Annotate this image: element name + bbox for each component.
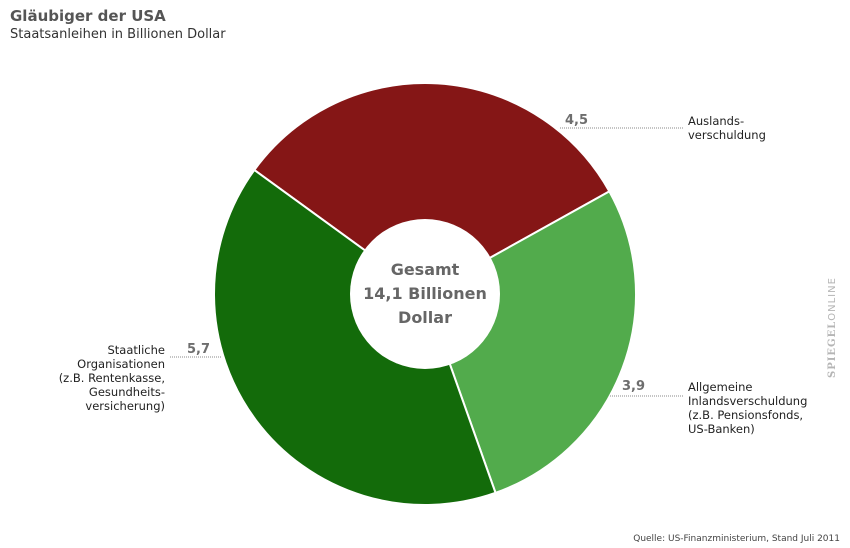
donut-center-total: Gesamt 14,1 Billionen Dollar [345, 258, 505, 330]
source-note: Quelle: US-Finanzministerium, Stand Juli… [633, 534, 840, 544]
slice-label-line: Auslands- [688, 114, 745, 128]
slice-label-line: (z.B. Rentenkasse, [58, 371, 165, 385]
center-line-3: Dollar [398, 308, 452, 327]
spiegel-online-logo: SPIEGELONLINE [827, 277, 838, 378]
value-label-auslands: 4,5 [565, 113, 589, 128]
center-line-2: 14,1 Billionen [363, 284, 487, 303]
value-label-inland: 3,9 [622, 379, 646, 394]
chart-subtitle: Staatsanleihen in Billionen Dollar [10, 27, 226, 42]
slice-label-line: (z.B. Pensionsfonds, [688, 408, 804, 422]
slice-label-line: Organisationen [77, 357, 165, 371]
slice-label-line: Gesundheits- [88, 385, 165, 399]
center-line-1: Gesamt [390, 260, 460, 279]
slice-label-line: Inlandsverschuldung [688, 394, 808, 408]
slice-label-auslands: Auslands- verschuldung [688, 114, 766, 142]
slice-label-line: Staatliche [107, 343, 166, 357]
slice-auslandsverschuldung [252, 82, 611, 296]
donut-hole [350, 219, 500, 369]
slice-label-line: versicherung) [85, 399, 165, 413]
slice-label-line: Allgemeine [688, 380, 753, 394]
slice-label-line: US-Banken) [688, 422, 755, 436]
slice-staatliche-organisationen [213, 168, 497, 506]
chart-title: Gläubiger der USA [10, 7, 166, 25]
slice-label-inland: Allgemeine Inlandsverschuldung (z.B. Pen… [688, 380, 807, 436]
slice-label-staatlich: Staatliche Organisationen (z.B. Rentenka… [20, 343, 165, 413]
value-label-staatlich: 5,7 [187, 342, 211, 357]
slice-label-line: verschuldung [688, 128, 766, 142]
